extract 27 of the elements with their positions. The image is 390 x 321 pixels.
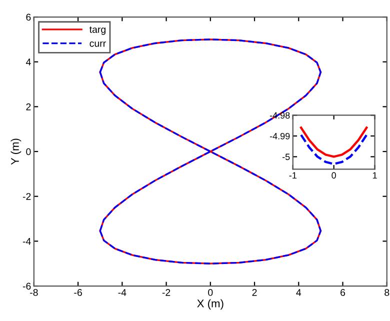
- x-tick-label: 0: [332, 172, 336, 179]
- x-tick-label: 0: [208, 289, 213, 296]
- line-series: [300, 134, 368, 166]
- y-tick-label: -4.99: [270, 132, 290, 140]
- x-tick-label: -1: [289, 172, 296, 178]
- x-tick-label: -2: [162, 289, 170, 296]
- y-tick-label: -2: [22, 193, 31, 200]
- y-tick-label: -5: [282, 154, 290, 160]
- x-tick-label: -4: [118, 289, 126, 296]
- y-tick-label: 0: [26, 148, 31, 156]
- y-tick-label: -6: [22, 282, 31, 290]
- x-tick-label: -6: [74, 289, 82, 296]
- x-tick-label: 8: [384, 289, 390, 296]
- legend-label: curr: [90, 42, 106, 47]
- y-tick-label: 4: [26, 58, 31, 66]
- y-tick-label: -4: [22, 238, 31, 245]
- x-tick-label: 4: [296, 289, 302, 296]
- x-tick-label: -8: [30, 289, 38, 296]
- legend-label: targ: [89, 26, 106, 35]
- x-tick-label: 6: [340, 289, 346, 296]
- y-tick-label: 2: [26, 103, 31, 110]
- x-tick-label: 2: [252, 289, 257, 296]
- x-axis-title: X (m): [197, 299, 224, 310]
- line-series: [300, 126, 368, 158]
- y-axis-title: Y (m): [10, 138, 22, 165]
- y-tick-label: 6: [26, 14, 31, 21]
- x-tick-label: 1: [372, 172, 377, 178]
